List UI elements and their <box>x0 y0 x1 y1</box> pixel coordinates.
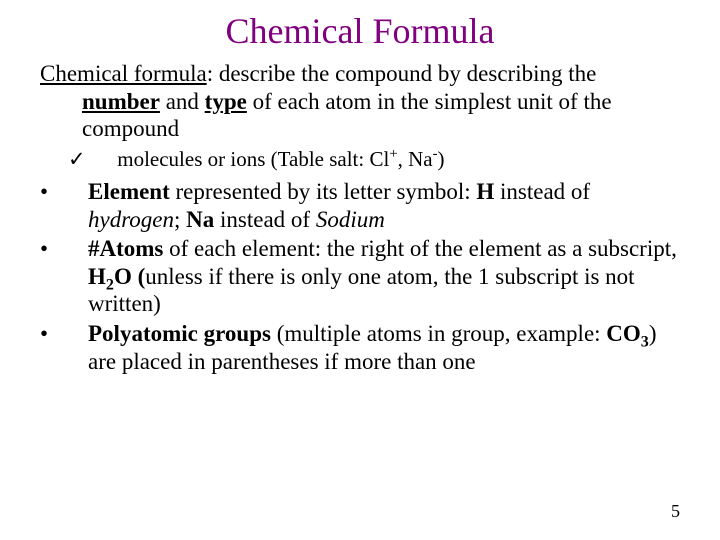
slide-container: Chemical Formula Chemical formula: descr… <box>0 0 720 540</box>
bullet-text-fragment: Polyatomic groups <box>88 321 271 346</box>
bullet-text-fragment: hydrogen <box>88 207 174 232</box>
bullet-text-fragment: ; <box>174 207 186 232</box>
sub-text-a: molecules or ions (Table salt: Cl <box>112 147 389 171</box>
definition-and: and <box>160 89 205 114</box>
bullet-text-fragment: Sodium <box>316 207 385 232</box>
slide-title: Chemical Formula <box>40 10 680 52</box>
bullet-text-fragment: O ( <box>114 264 145 289</box>
bullet-text-fragment: (multiple atoms in group, example: <box>271 321 606 346</box>
bullet-text-fragment: unless if there is only one atom, the 1 … <box>88 264 635 317</box>
definition-type: type <box>205 89 247 114</box>
slide-body: Chemical formula: describe the compound … <box>40 60 680 375</box>
cl-superscript: + <box>389 146 397 162</box>
bullet-item: • #Atoms of each element: the right of t… <box>40 235 680 318</box>
bullet-text-fragment: instead of <box>494 179 590 204</box>
bullet-dot-icon: • <box>64 320 88 348</box>
bullet-item: • Element represented by its letter symb… <box>40 178 680 233</box>
sub-bullet-molecules: ✓ molecules or ions (Table salt: Cl+, Na… <box>40 147 680 172</box>
definition-text-a: : describe the compound by describing th… <box>207 61 597 86</box>
definition-number: number <box>82 89 160 114</box>
sub-comma: , Na <box>398 147 433 171</box>
bullet-item: • Polyatomic groups (multiple atoms in g… <box>40 320 680 375</box>
bullet-text-fragment: Na <box>186 207 214 232</box>
bullet-text-fragment: CO <box>606 321 641 346</box>
definition-paragraph: Chemical formula: describe the compound … <box>40 60 680 143</box>
check-icon: ✓ <box>90 147 112 172</box>
bullet-text-fragment: instead of <box>214 207 316 232</box>
bullet-list: • Element represented by its letter symb… <box>40 178 680 375</box>
bullet-text-fragment: #Atoms <box>88 236 163 261</box>
bullet-text-fragment: 3 <box>641 334 649 351</box>
bullet-text-fragment: represented by its letter symbol: <box>170 179 477 204</box>
bullet-text-fragment: Element <box>88 179 170 204</box>
bullet-dot-icon: • <box>64 178 88 206</box>
bullet-text-fragment: H <box>476 179 494 204</box>
bullet-text-fragment: of each element: the right of the elemen… <box>163 236 676 261</box>
page-number: 5 <box>671 501 680 522</box>
bullet-text-fragment: H <box>88 264 106 289</box>
bullet-dot-icon: • <box>64 235 88 263</box>
definition-lead: Chemical formula <box>40 61 207 86</box>
sub-close: ) <box>438 147 445 171</box>
